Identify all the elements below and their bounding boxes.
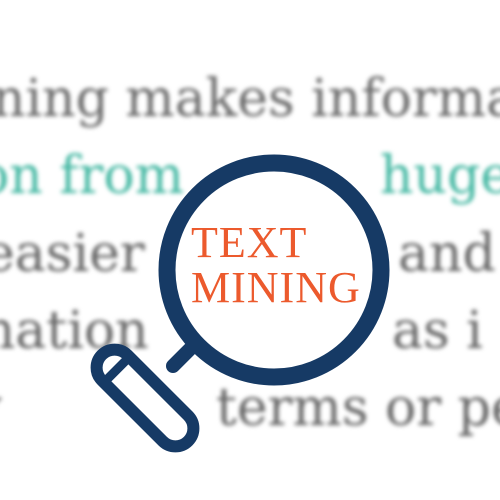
background-line-4-right: as i xyxy=(392,301,483,361)
magnifier-neck xyxy=(166,340,199,373)
background-line-2-right: huge xyxy=(380,146,500,206)
background-line-2: on from xyxy=(0,146,185,206)
background-line-3: easier xyxy=(0,224,145,284)
mining-word: MINING xyxy=(191,263,361,312)
background-line-5-right: terms or pe xyxy=(216,378,500,438)
magnifier-handle xyxy=(90,343,200,453)
background-line-5: y xyxy=(0,382,1,434)
magnifier-lens-ring xyxy=(158,154,390,386)
background-line-3-right: and xyxy=(398,224,496,284)
text-word: TEXT xyxy=(191,218,308,267)
background-line-1: ning makes informa xyxy=(0,69,500,129)
text-mining-label: TEXT MINING xyxy=(191,220,391,310)
